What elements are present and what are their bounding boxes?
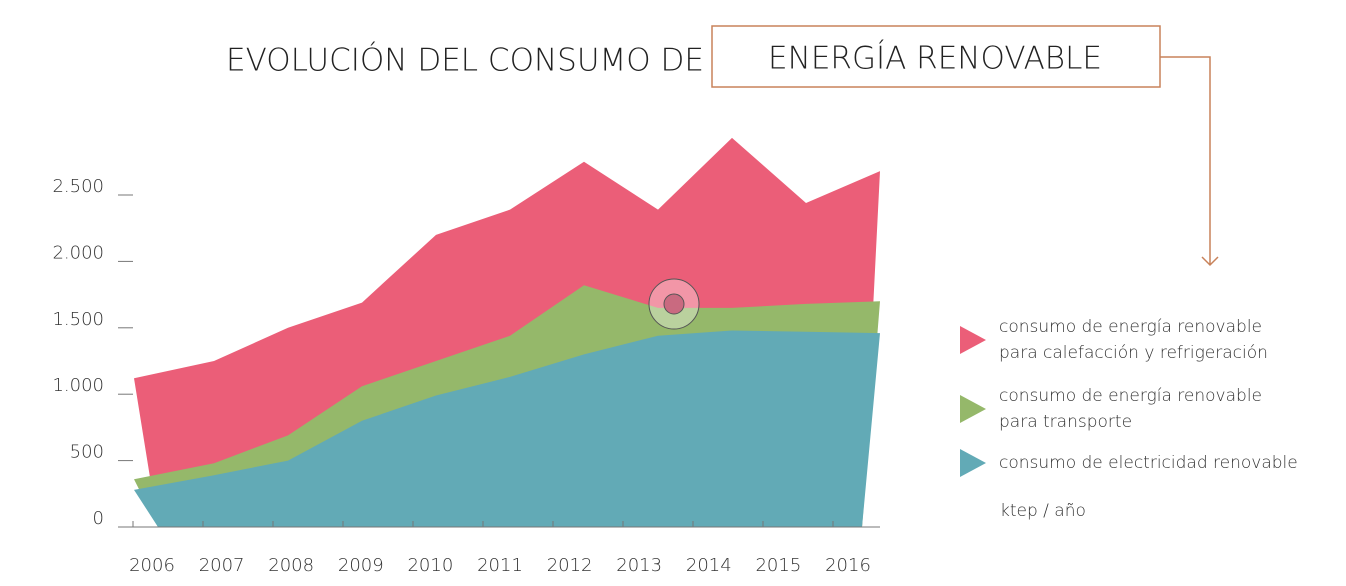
x-tick-label: 2006	[129, 555, 175, 576]
y-tick-label: 2.500	[52, 176, 104, 197]
x-tick-label: 2013	[616, 555, 662, 576]
x-tick-label: 2007	[199, 555, 245, 576]
x-tick-label: 2015	[755, 555, 801, 576]
legend-line: consumo de energía renovable	[999, 317, 1262, 337]
arrow	[1160, 56, 1219, 267]
legend-swatch	[960, 326, 986, 354]
x-tick-label: 2008	[268, 555, 314, 576]
areas	[134, 137, 880, 527]
area	[134, 330, 880, 527]
unit-label: ktep / año	[1000, 501, 1086, 521]
legend-label: consumo de energía renovable para transpo…	[999, 386, 1262, 432]
legend-label: consumo de energía renovable para calefac…	[999, 317, 1268, 363]
y-tick-label: 500	[70, 442, 104, 463]
legend-label: consumo de electricidad renovable	[999, 453, 1298, 473]
x-tick-label: 2012	[547, 555, 593, 576]
legend-swatch	[960, 395, 986, 423]
legend-line: para calefacción y refrigeración	[999, 343, 1268, 363]
y-tick-label: 1.500	[52, 309, 104, 330]
x-tick-label: 2011	[477, 555, 523, 576]
legend-line: consumo de energía renovable	[999, 386, 1262, 406]
legend-line: para transporte	[999, 412, 1132, 432]
x-tick-label: 2014	[686, 555, 732, 576]
y-tick-label: 1.000	[52, 375, 104, 396]
y-tick-label: 0	[93, 508, 104, 529]
legend-line: consumo de electricidad renovable	[999, 453, 1298, 473]
title-highlight: ENERGÍA RENOVABLE	[768, 41, 1102, 77]
y-tick-label: 2.000	[52, 242, 104, 263]
x-tick-label: 2010	[407, 555, 453, 576]
x-tick-label: 2009	[338, 555, 384, 576]
x-tick-label: 2016	[825, 555, 871, 576]
legend-swatch	[960, 449, 986, 477]
chart-title: EVOLUCIÓN DEL CONSUMO DE	[226, 42, 704, 79]
marker-dot	[663, 293, 685, 315]
